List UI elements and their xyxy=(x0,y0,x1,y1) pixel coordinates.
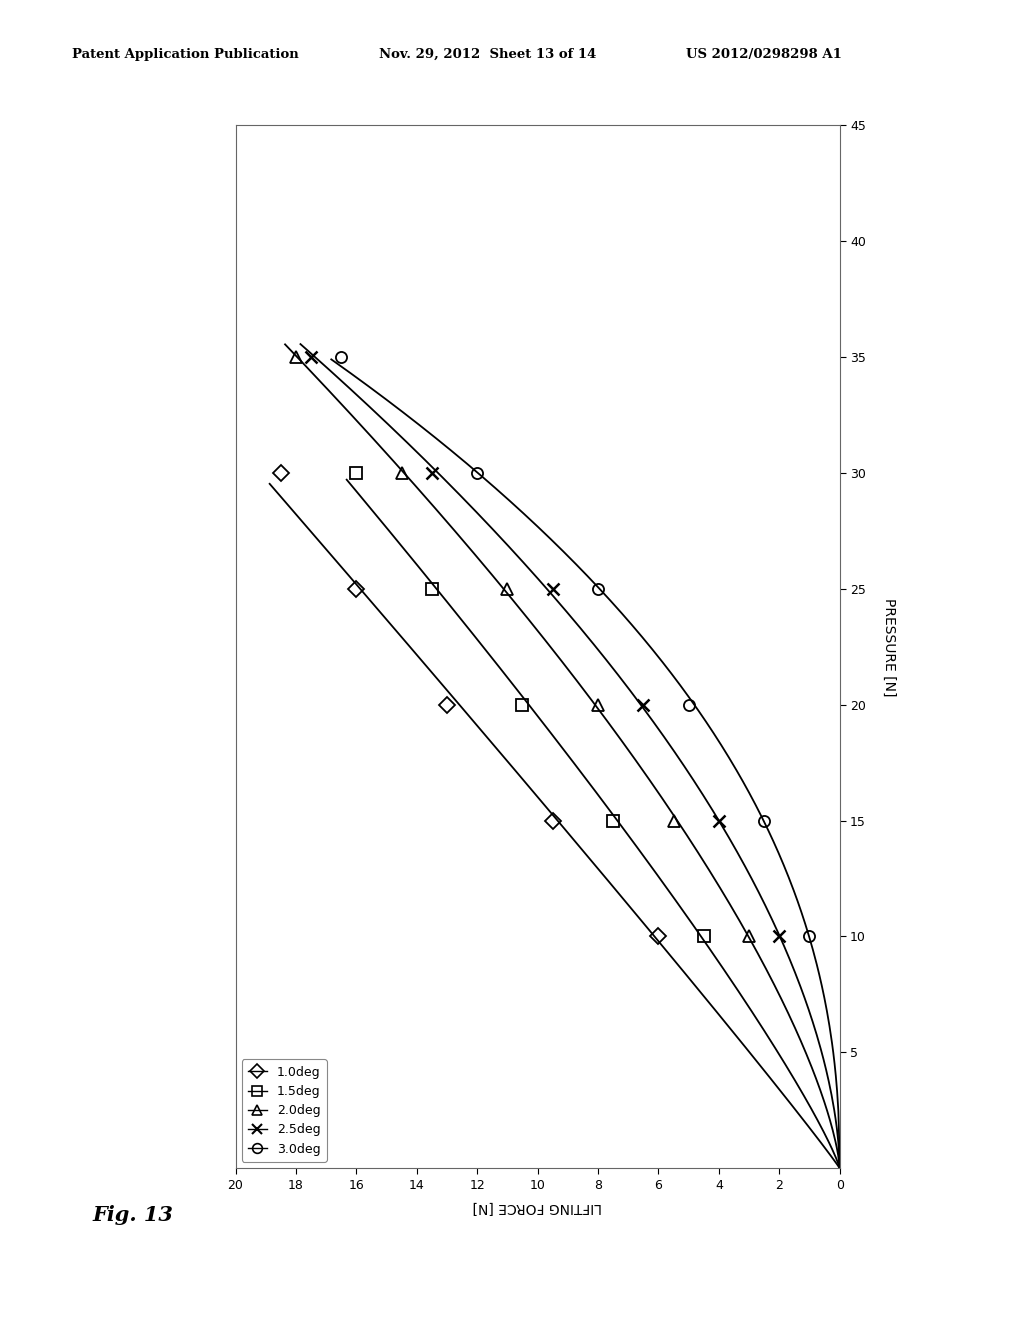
Y-axis label: PRESSURE [N]: PRESSURE [N] xyxy=(883,598,897,696)
Text: Fig. 13: Fig. 13 xyxy=(92,1205,173,1225)
Legend: 1.0deg, 1.5deg, 2.0deg, 2.5deg, 3.0deg: 1.0deg, 1.5deg, 2.0deg, 2.5deg, 3.0deg xyxy=(242,1060,327,1162)
Text: US 2012/0298298 A1: US 2012/0298298 A1 xyxy=(686,48,842,61)
Text: Nov. 29, 2012  Sheet 13 of 14: Nov. 29, 2012 Sheet 13 of 14 xyxy=(379,48,596,61)
Text: Patent Application Publication: Patent Application Publication xyxy=(72,48,298,61)
X-axis label: LIFTING FORCE [N]: LIFTING FORCE [N] xyxy=(473,1200,602,1214)
